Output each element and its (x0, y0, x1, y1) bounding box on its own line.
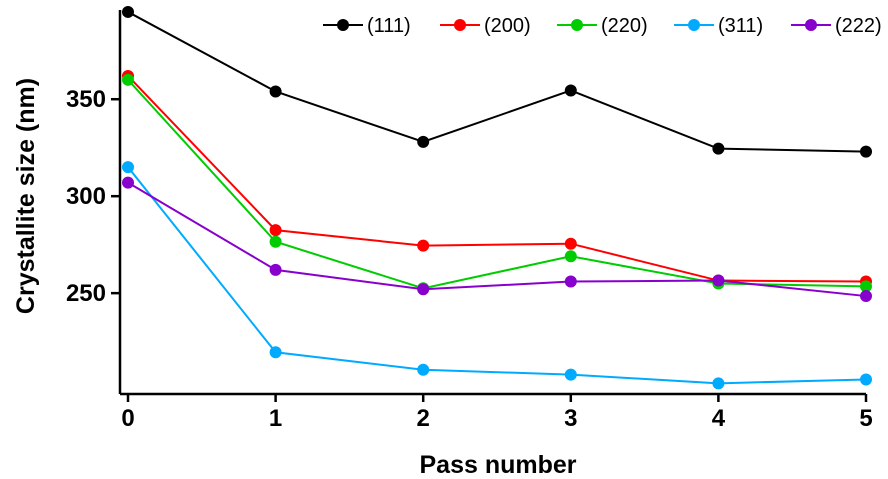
legend-label: (111) (367, 15, 411, 37)
data-point (417, 283, 430, 296)
legend: (111) (200) (220) (311) (222) (323, 15, 882, 37)
series-111 (122, 5, 872, 158)
legend-entry: (220) (557, 15, 648, 37)
data-point (269, 235, 282, 248)
data-point (860, 373, 872, 386)
legend-swatch-marker (688, 19, 700, 31)
data-point (860, 145, 872, 158)
legend-entry: (111) (323, 15, 411, 37)
legend-swatch-marker (805, 19, 817, 31)
data-point (860, 290, 872, 303)
data-point (269, 263, 282, 276)
legend-swatch-marker (571, 19, 583, 31)
y-axis-title: Crystallite size (nm) (12, 78, 40, 314)
x-tick-label: 3 (564, 405, 577, 432)
legend-entry: (311) (674, 15, 763, 37)
x-axis-title: Pass number (419, 451, 576, 479)
data-point (417, 135, 430, 148)
data-point (417, 239, 430, 252)
legend-label: (220) (601, 15, 648, 37)
axes: 0 1 2 3 4 5 250 300 350 (66, 10, 873, 432)
series-220 (122, 73, 872, 295)
x-tick-label: 5 (859, 405, 872, 432)
data-point (860, 280, 872, 293)
x-tick-label: 0 (121, 405, 134, 432)
data-point (122, 176, 134, 189)
data-point (712, 377, 725, 390)
x-tick-label: 4 (712, 405, 726, 432)
data-point (564, 84, 577, 97)
data-point (564, 237, 577, 250)
legend-label: (311) (718, 15, 763, 37)
series-layer (122, 5, 872, 390)
data-point (712, 274, 725, 287)
legend-label: (200) (484, 15, 531, 37)
data-point (712, 142, 725, 155)
data-point (122, 73, 134, 86)
series-311 (122, 161, 872, 390)
legend-entry: (222) (791, 15, 882, 37)
series-line (127, 181, 867, 298)
data-point (269, 224, 282, 237)
series-line (127, 79, 867, 290)
data-point (269, 346, 282, 359)
data-point (122, 161, 134, 174)
series-222 (122, 176, 872, 303)
y-tick-label: 300 (66, 183, 106, 210)
legend-swatch-marker (454, 19, 466, 31)
legend-entry: (200) (440, 15, 531, 37)
data-point (564, 250, 577, 263)
series-line (127, 75, 867, 283)
legend-swatch-marker (337, 19, 349, 31)
series-line (127, 11, 867, 153)
series-200 (122, 69, 872, 288)
x-tick-label: 1 (269, 405, 282, 432)
data-point (417, 363, 430, 376)
data-point (122, 5, 134, 18)
y-tick-label: 250 (66, 280, 106, 307)
data-point (564, 275, 577, 288)
y-tick-label: 350 (66, 86, 106, 113)
series-line (127, 166, 867, 385)
x-tick-label: 2 (417, 405, 430, 432)
data-point (564, 368, 577, 381)
legend-label: (222) (835, 15, 882, 37)
data-point (269, 85, 282, 98)
